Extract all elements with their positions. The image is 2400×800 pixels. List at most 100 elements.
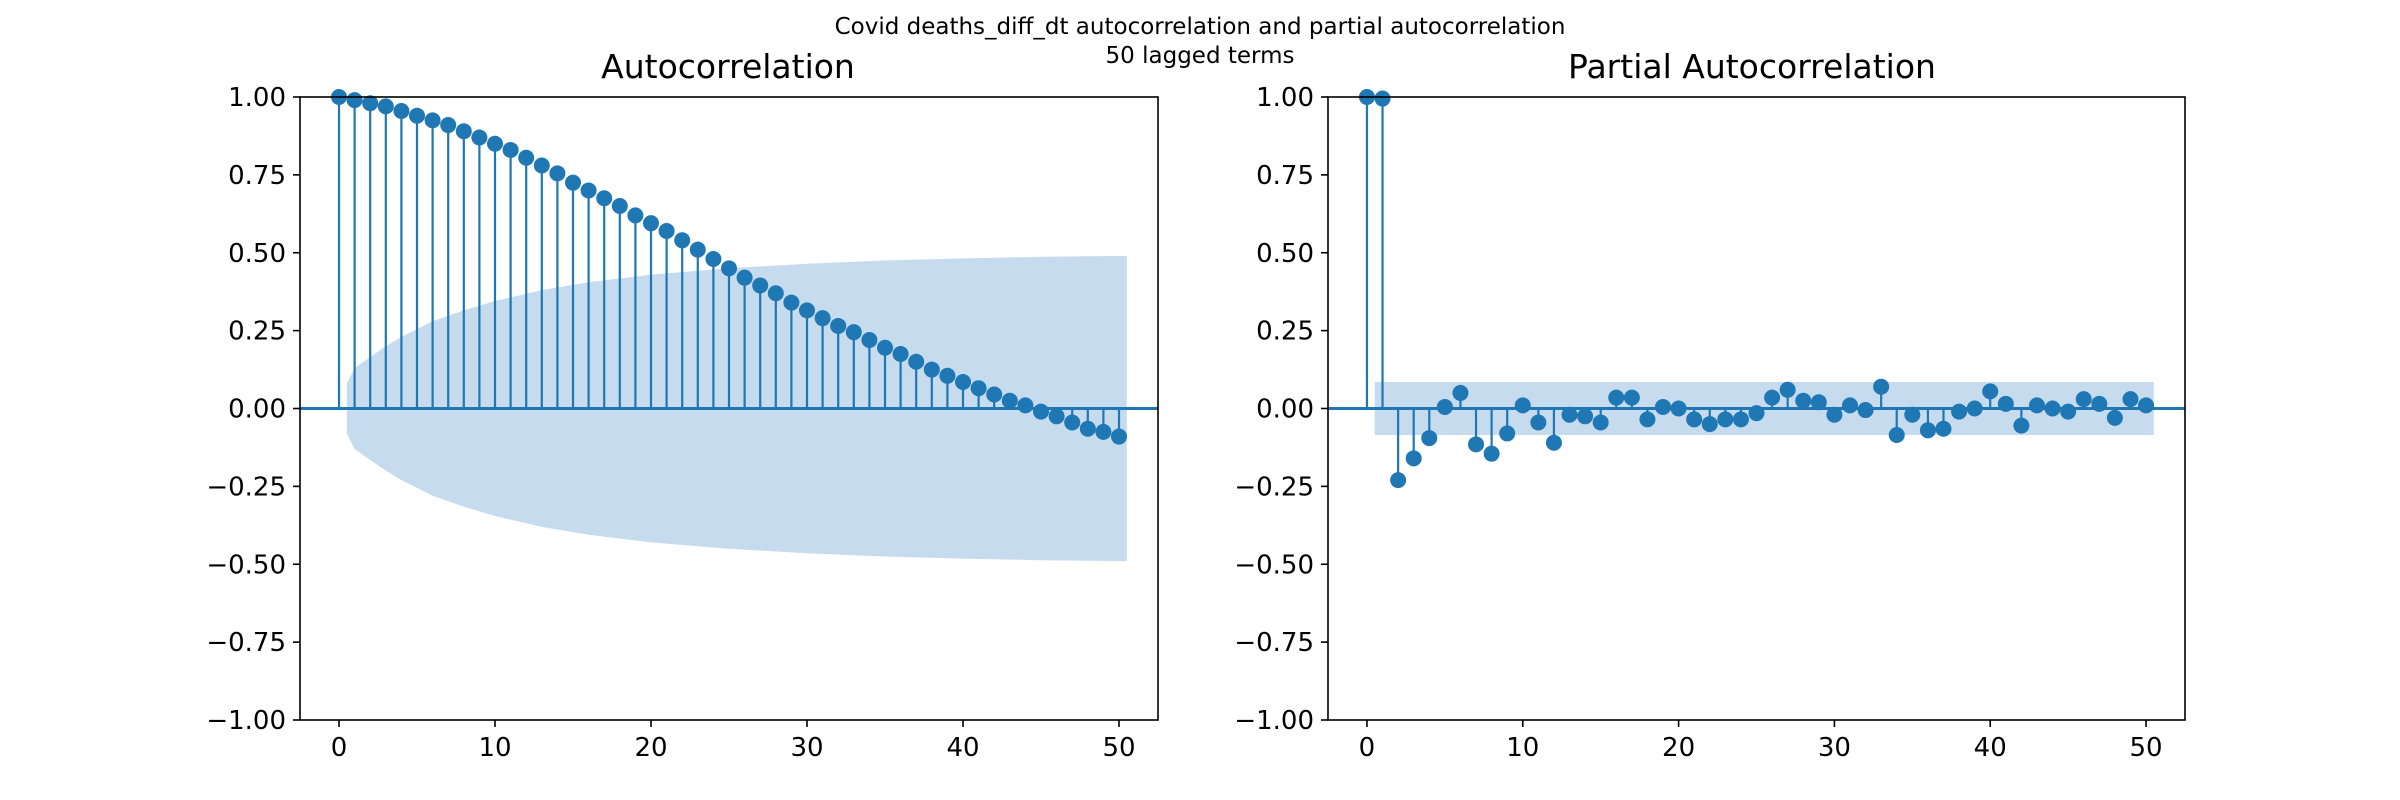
pacf-marker-lag-4	[1421, 430, 1438, 447]
acf-ytick-label: 0.50	[228, 239, 286, 269]
pacf-marker-lag-10	[1514, 397, 1531, 414]
acf-marker-lag-20	[643, 215, 659, 232]
acf-marker-lag-33	[845, 324, 862, 341]
acf-marker-lag-6	[424, 112, 441, 129]
acf-marker-lag-16	[580, 182, 597, 199]
pacf-marker-lag-50	[2138, 397, 2155, 414]
acf-ytick-label: −0.25	[206, 472, 286, 502]
acf-marker-lag-30	[799, 302, 815, 319]
acf-marker-lag-12	[518, 149, 535, 166]
acf-marker-lag-22	[674, 232, 691, 249]
pacf-ytick-label: 1.00	[1256, 83, 1314, 113]
acf-marker-lag-9	[471, 129, 488, 146]
acf-marker-lag-35	[877, 339, 893, 356]
pacf-marker-lag-29	[1810, 394, 1827, 411]
pacf-marker-lag-48	[2106, 409, 2123, 426]
acf-marker-lag-44	[1017, 397, 1034, 414]
figure-suptitle-line1: Covid deaths_diff_dt autocorrelation and…	[835, 14, 1566, 40]
acf-marker-lag-31	[814, 310, 831, 327]
acf-marker-lag-50	[1111, 428, 1127, 445]
acf-marker-lag-46	[1048, 408, 1065, 425]
acf-marker-lag-25	[721, 260, 737, 277]
acf-marker-lag-34	[861, 331, 878, 348]
pacf-marker-lag-41	[1997, 395, 2014, 412]
pacf-marker-lag-35	[1904, 406, 1921, 423]
pacf-marker-lag-27	[1779, 381, 1796, 398]
acf-marker-lag-19	[627, 207, 644, 224]
acf-xtick-label: 0	[331, 733, 348, 763]
pacf-marker-lag-6	[1452, 384, 1469, 401]
acf-marker-lag-29	[783, 294, 800, 311]
pacf-xtick-label: 40	[1974, 733, 2007, 763]
acf-marker-lag-45	[1033, 403, 1049, 420]
pacf-marker-lag-19	[1655, 398, 1672, 415]
pacf-marker-lag-38	[1951, 403, 1968, 420]
pacf-marker-lag-5	[1436, 398, 1453, 415]
pacf-marker-lag-20	[1670, 400, 1687, 417]
pacf-xtick-label: 30	[1818, 733, 1851, 763]
acf-ytick-label: 1.00	[228, 83, 286, 113]
pacf-marker-lag-18	[1639, 411, 1656, 428]
acf-xtick-label: 50	[1102, 733, 1135, 763]
pacf-marker-lag-37	[1935, 420, 1952, 437]
acf-marker-lag-24	[705, 250, 722, 267]
pacf-marker-lag-28	[1795, 392, 1812, 409]
pacf-marker-lag-9	[1499, 425, 1516, 442]
acf-marker-lag-15	[565, 174, 581, 191]
pacf-xtick-label: 50	[2129, 733, 2162, 763]
pacf-marker-lag-26	[1764, 389, 1781, 406]
pacf-marker-lag-17	[1623, 389, 1640, 406]
acf-marker-lag-17	[596, 190, 613, 207]
pacf-marker-lag-21	[1686, 411, 1703, 428]
acf-marker-lag-3	[377, 98, 394, 115]
acf-marker-lag-26	[736, 269, 753, 286]
pacf-marker-lag-33	[1873, 378, 1890, 395]
acf-marker-lag-5	[409, 107, 425, 124]
acf-marker-lag-49	[1095, 423, 1112, 440]
pacf-marker-lag-43	[2028, 397, 2045, 414]
pacf-ytick-label: −0.75	[1234, 628, 1314, 658]
pacf-marker-lag-3	[1405, 450, 1422, 467]
pacf-marker-lag-14	[1577, 408, 1594, 425]
acf-marker-lag-18	[611, 198, 628, 215]
acf-ytick-label: 0.25	[228, 317, 286, 347]
pacf-ytick-label: 0.75	[1256, 161, 1314, 191]
pacf-ytick-label: 0.50	[1256, 239, 1314, 269]
pacf-marker-lag-30	[1826, 406, 1843, 423]
acf-marker-lag-39	[939, 367, 956, 384]
pacf-marker-lag-46	[2075, 391, 2092, 408]
pacf-marker-lag-32	[1857, 402, 1874, 419]
pacf-marker-lag-45	[2060, 403, 2077, 420]
pacf-marker-lag-49	[2122, 391, 2139, 408]
pacf-marker-lag-15	[1592, 414, 1609, 431]
pacf-marker-lag-34	[1888, 426, 1905, 443]
acf-marker-lag-21	[658, 222, 675, 239]
pacf-marker-lag-31	[1841, 397, 1858, 414]
pacf-ytick-label: 0.25	[1256, 317, 1314, 347]
pacf-marker-lag-24	[1732, 411, 1749, 428]
acf-marker-lag-47	[1064, 414, 1081, 431]
pacf-marker-lag-11	[1530, 414, 1547, 431]
pacf-ytick-label: 0.00	[1256, 395, 1314, 425]
acf-marker-lag-28	[767, 285, 784, 302]
pacf-marker-lag-23	[1717, 411, 1734, 428]
pacf-marker-lag-42	[2013, 417, 2030, 434]
acf-marker-lag-23	[689, 241, 706, 258]
acf-marker-lag-2	[362, 95, 379, 112]
pacf-marker-lag-7	[1468, 436, 1485, 453]
acf-ytick-label: 0.75	[228, 161, 286, 191]
pacf-marker-lag-22	[1701, 416, 1718, 433]
pacf-marker-lag-36	[1919, 422, 1936, 439]
acf-marker-lag-41	[970, 380, 987, 397]
pacf-xtick-label: 0	[1359, 733, 1376, 763]
pacf-marker-lag-2	[1390, 472, 1407, 489]
acf-marker-lag-1	[346, 92, 363, 109]
acf-marker-lag-43	[1001, 392, 1018, 409]
acf-xtick-label: 20	[634, 733, 667, 763]
acf-marker-lag-37	[908, 353, 925, 370]
acf-marker-lag-42	[986, 386, 1003, 403]
acf-panel-title: Autocorrelation	[601, 47, 855, 86]
acf-xtick-label: 30	[790, 733, 823, 763]
pacf-xtick-label: 10	[1506, 733, 1539, 763]
acf-ytick-label: 0.00	[228, 395, 286, 425]
